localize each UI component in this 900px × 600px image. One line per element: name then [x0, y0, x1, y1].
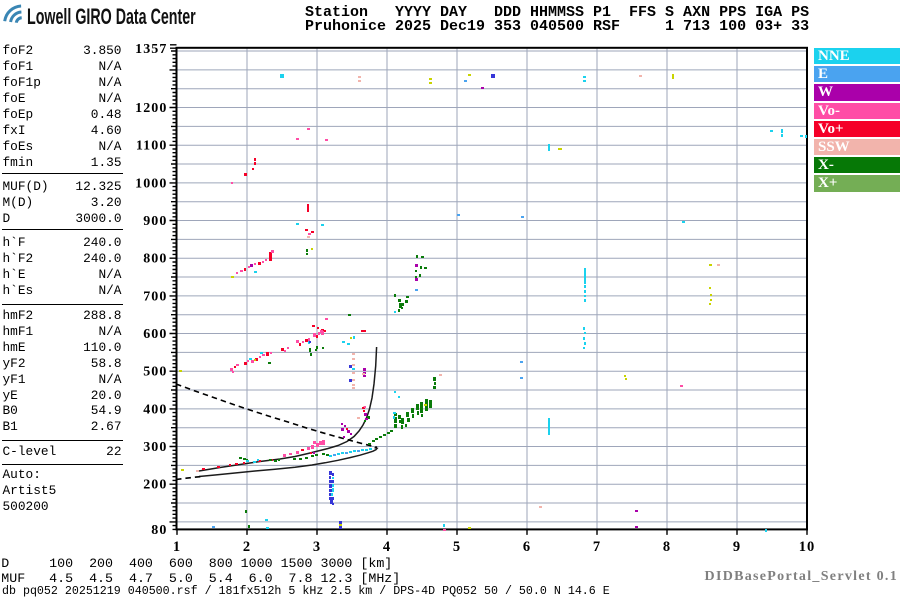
svg-text:200: 200 — [143, 478, 167, 493]
svg-text:8: 8 — [663, 539, 671, 555]
svg-text:900: 900 — [143, 214, 167, 229]
svg-text:3: 3 — [313, 539, 321, 555]
svg-text:600: 600 — [143, 327, 167, 342]
svg-text:1000: 1000 — [135, 176, 167, 191]
svg-text:800: 800 — [143, 252, 167, 267]
svg-text:80: 80 — [151, 523, 167, 538]
svg-text:1200: 1200 — [135, 101, 167, 116]
svg-text:4: 4 — [383, 539, 391, 555]
svg-text:400: 400 — [143, 402, 167, 417]
svg-text:6: 6 — [523, 539, 531, 555]
svg-text:300: 300 — [143, 440, 167, 455]
svg-text:7: 7 — [593, 539, 601, 555]
svg-text:1: 1 — [173, 539, 181, 555]
svg-text:1100: 1100 — [136, 139, 168, 154]
svg-text:10: 10 — [799, 539, 816, 555]
svg-text:5: 5 — [453, 539, 461, 555]
svg-text:500: 500 — [143, 365, 167, 380]
svg-text:700: 700 — [143, 289, 167, 304]
svg-text:2: 2 — [243, 539, 251, 555]
svg-text:9: 9 — [733, 539, 741, 555]
svg-text:1357: 1357 — [135, 42, 167, 57]
